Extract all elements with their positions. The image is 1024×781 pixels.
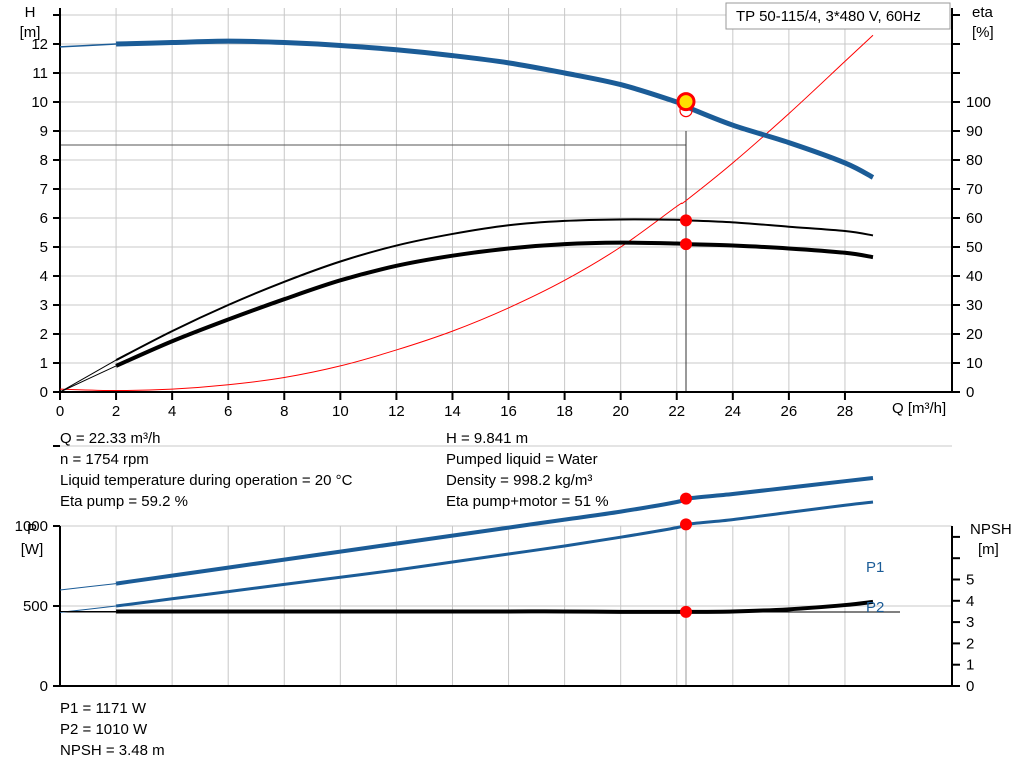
duty-point-info-right: H = 9.841 m Pumped liquid = Water Densit… — [446, 428, 609, 512]
eta-curve-thin-1 — [60, 366, 116, 392]
bottom-y2-axis-title-line2: [m] — [978, 541, 999, 558]
y-tick-label: 8 — [40, 152, 48, 169]
bottom-y-axis-title-line2: [W] — [21, 541, 44, 558]
duty-info-density: Density = 998.2 kg/m³ — [446, 470, 609, 491]
p1-duty-marker — [680, 493, 692, 505]
top-y2-axis-title-line1: eta — [972, 4, 994, 21]
duty-info-eta-pump-motor: Eta pump+motor = 51 % — [446, 491, 609, 512]
y-tick-label: 10 — [31, 94, 48, 111]
y-tick-label: 5 — [40, 239, 48, 256]
x-tick-label: 26 — [781, 403, 798, 420]
y2-tick-label: 80 — [966, 152, 983, 169]
y2-tick-label: 0 — [966, 384, 974, 401]
y-tick-label: 1 — [40, 355, 48, 372]
x-tick-label: 10 — [332, 403, 349, 420]
y2-tick-label: 2 — [966, 635, 974, 652]
p2-curve-label: P2 — [866, 599, 884, 616]
x-tick-label: 18 — [556, 403, 573, 420]
x-tick-label: 22 — [668, 403, 685, 420]
power-info: P1 = 1171 W P2 = 1010 W NPSH = 3.48 m — [60, 698, 165, 761]
y2-tick-label: 1 — [966, 657, 974, 674]
x-tick-label: 28 — [837, 403, 854, 420]
duty-point-info-left: Q = 22.33 m³/h n = 1754 rpm Liquid tempe… — [60, 428, 352, 512]
x-tick-label: 12 — [388, 403, 405, 420]
y2-tick-label: 20 — [966, 326, 983, 343]
x-tick-label: 0 — [56, 403, 64, 420]
y-tick-label: 500 — [23, 598, 48, 615]
x-tick-label: 14 — [444, 403, 461, 420]
power-curve-thin-0 — [60, 584, 116, 590]
eta-pump-duty-marker — [680, 214, 692, 226]
duty-info-temperature: Liquid temperature during operation = 20… — [60, 470, 352, 491]
top-chart-tick-labels: 0123456789101112010203040506070809010002… — [31, 36, 991, 420]
y2-tick-label: 50 — [966, 239, 983, 256]
y2-tick-label: 90 — [966, 123, 983, 140]
y-tick-label: 7 — [40, 181, 48, 198]
top-y2-axis-title-line2: [%] — [972, 24, 994, 41]
y2-tick-label: 3 — [966, 614, 974, 631]
duty-info-speed: n = 1754 rpm — [60, 449, 352, 470]
top-y-axis-title-line2: [m] — [20, 24, 41, 41]
x-tick-label: 24 — [724, 403, 741, 420]
eta-pump-motor-duty-marker — [680, 238, 692, 250]
y2-tick-label: 60 — [966, 210, 983, 227]
y-tick-label: 3 — [40, 297, 48, 314]
x-tick-label: 20 — [612, 403, 629, 420]
y-tick-label: 9 — [40, 123, 48, 140]
power-info-p2: P2 = 1010 W — [60, 719, 165, 740]
head-curve — [116, 41, 873, 177]
y-tick-label: 11 — [32, 65, 48, 82]
y2-tick-label: 70 — [966, 181, 983, 198]
pump-curve-page: 0123456789101112010203040506070809010002… — [0, 0, 1024, 781]
p1-curve-label: P1 — [866, 559, 884, 576]
p2-curve — [116, 502, 873, 606]
y-tick-label: 0 — [40, 384, 48, 401]
y-tick-label: 4 — [40, 268, 48, 285]
top-chart-curves — [60, 35, 873, 392]
x-tick-label: 16 — [500, 403, 517, 420]
p2-duty-marker — [680, 518, 692, 530]
bottom-y-axis-title-line1: P — [27, 521, 37, 538]
duty-info-head: H = 9.841 m — [446, 428, 609, 449]
power-info-p1: P1 = 1171 W — [60, 698, 165, 719]
y2-tick-label: 30 — [966, 297, 983, 314]
y-tick-label: 2 — [40, 326, 48, 343]
x-tick-label: 6 — [224, 403, 232, 420]
duty-info-eta-pump: Eta pump = 59.2 % — [60, 491, 352, 512]
power-info-npsh: NPSH = 3.48 m — [60, 740, 165, 761]
y2-tick-label: 5 — [966, 572, 974, 589]
y-tick-label: 6 — [40, 210, 48, 227]
eta-curve-pump — [116, 219, 873, 360]
x-tick-label: 4 — [168, 403, 176, 420]
npsh-curve-bottom — [116, 602, 873, 612]
bottom-y2-axis-title-line1: NPSH — [970, 521, 1012, 538]
y2-tick-label: 4 — [966, 593, 974, 610]
duty-point-marker — [678, 94, 694, 110]
duty-info-flow: Q = 22.33 m³/h — [60, 428, 352, 449]
pump-performance-charts: 0123456789101112010203040506070809010002… — [0, 0, 1024, 781]
y2-tick-label: 10 — [966, 355, 983, 372]
y-tick-label: 0 — [40, 678, 48, 695]
duty-info-liquid: Pumped liquid = Water — [446, 449, 609, 470]
eta-curve-thin-0 — [60, 360, 116, 392]
top-x-axis-title: Q [m³/h] — [892, 400, 946, 417]
npsh-duty-marker — [680, 606, 692, 618]
top-y-axis-title-line1: H — [25, 4, 36, 21]
top-chart: 0123456789101112010203040506070809010002… — [20, 3, 994, 420]
y2-tick-label: 40 — [966, 268, 983, 285]
x-tick-label: 2 — [112, 403, 120, 420]
y2-tick-label: 100 — [966, 94, 991, 111]
x-tick-label: 8 — [280, 403, 288, 420]
title-box-label: TP 50-115/4, 3*480 V, 60Hz — [736, 8, 921, 25]
y2-tick-label: 0 — [966, 678, 974, 695]
